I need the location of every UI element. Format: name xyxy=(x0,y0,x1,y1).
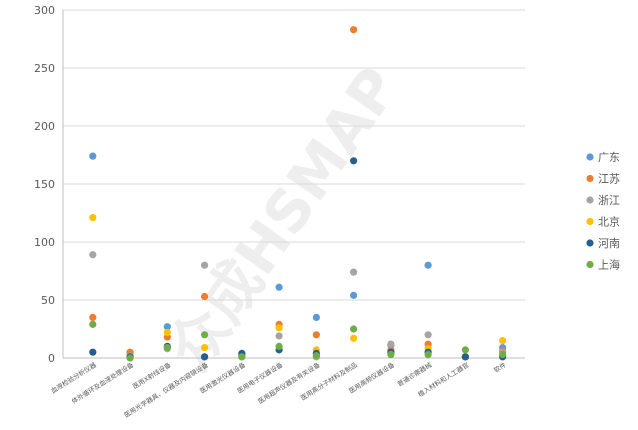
y-tick-label: 150 xyxy=(34,178,55,191)
legend-label: 广东 xyxy=(598,151,620,164)
y-tick-label: 0 xyxy=(48,352,55,365)
x-tick-label: 体外循环及血液处理设备 xyxy=(70,360,136,406)
point-河南-10 xyxy=(461,353,469,361)
legend-label: 北京 xyxy=(598,215,620,229)
data-points xyxy=(89,26,507,362)
point-江苏-3 xyxy=(200,292,209,301)
y-axis-ticks: 0 50 100 150 200 250 300 xyxy=(34,4,55,365)
y-tick-label: 100 xyxy=(34,236,55,249)
point-浙江-3 xyxy=(200,261,209,269)
point-上海-1 xyxy=(126,354,134,362)
point-上海-10 xyxy=(461,346,469,354)
point-北京-7 xyxy=(350,334,358,342)
point-浙江-0 xyxy=(89,251,97,259)
point-江苏-0 xyxy=(89,313,97,321)
x-axis-ticks: 血液检验分析仪器体外循环及血液处理设备医用X射线设备医用光学器具、仪器及内窥镜设… xyxy=(49,360,508,420)
point-上海-11 xyxy=(499,350,507,359)
legend-marker xyxy=(586,217,594,226)
point-北京-5 xyxy=(275,324,283,332)
watermark: 众成HSMAP xyxy=(155,55,412,382)
point-上海-2 xyxy=(163,343,171,352)
point-上海-8 xyxy=(387,350,395,359)
point-上海-9 xyxy=(424,350,432,359)
point-北京-11 xyxy=(499,337,507,345)
point-上海-6 xyxy=(312,352,320,360)
point-北京-2 xyxy=(163,328,171,337)
point-上海-3 xyxy=(200,331,209,339)
point-北京-0 xyxy=(89,214,97,222)
x-tick-label: 医用超声仪器及有关设备 xyxy=(256,360,322,406)
legend-label: 浙江 xyxy=(598,194,620,207)
gridlines xyxy=(63,9,525,359)
point-广东-7 xyxy=(350,291,358,299)
y-tick-label: 250 xyxy=(34,62,55,75)
legend-marker xyxy=(586,174,594,183)
point-浙江-8 xyxy=(387,340,395,348)
point-广东-0 xyxy=(89,152,97,160)
x-tick-label: 软件 xyxy=(492,360,508,375)
point-江苏-6 xyxy=(312,331,320,339)
y-tick-label: 50 xyxy=(41,294,55,307)
legend-label: 上海 xyxy=(598,258,620,272)
legend-label: 河南 xyxy=(598,237,620,250)
point-上海-7 xyxy=(350,325,358,333)
point-上海-5 xyxy=(275,342,283,350)
legend-marker xyxy=(586,260,594,269)
legend-marker xyxy=(586,153,594,161)
point-上海-0 xyxy=(89,320,97,328)
point-江苏-7 xyxy=(350,26,358,34)
point-广东-6 xyxy=(312,313,320,321)
point-河南-3 xyxy=(200,353,209,361)
point-广东-9 xyxy=(424,261,432,269)
point-浙江-9 xyxy=(424,331,432,339)
point-浙江-7 xyxy=(350,268,358,276)
axes xyxy=(62,10,525,359)
legend-marker xyxy=(586,239,594,247)
y-tick-label: 200 xyxy=(34,120,55,133)
point-北京-3 xyxy=(200,343,209,352)
y-tick-label: 300 xyxy=(34,4,55,17)
point-河南-0 xyxy=(89,348,97,356)
point-广东-2 xyxy=(163,323,171,331)
legend-label: 江苏 xyxy=(598,173,620,186)
point-浙江-5 xyxy=(275,332,283,340)
point-广东-5 xyxy=(275,283,283,291)
point-河南-7 xyxy=(350,157,358,165)
point-上海-4 xyxy=(238,353,246,361)
legend-marker xyxy=(586,196,594,204)
